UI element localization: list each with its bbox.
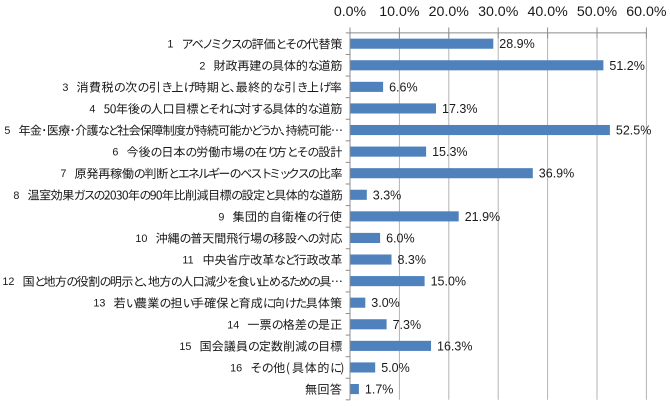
svg-text:17.3%: 17.3% — [442, 102, 477, 116]
svg-text:3.0%: 3.0% — [371, 296, 400, 310]
svg-text:7.3%: 7.3% — [393, 318, 422, 332]
svg-text:9: 9 — [218, 211, 224, 223]
svg-text:16.3%: 16.3% — [437, 339, 472, 353]
svg-text:50.0%: 50.0% — [577, 4, 618, 20]
svg-text:11: 11 — [182, 255, 193, 267]
svg-text:15.3%: 15.3% — [432, 145, 467, 159]
svg-text:13: 13 — [93, 298, 105, 310]
svg-text:10.0%: 10.0% — [379, 4, 420, 20]
svg-text:4: 4 — [89, 103, 95, 115]
svg-text:0.0%: 0.0% — [334, 4, 367, 20]
svg-text:5: 5 — [4, 125, 10, 137]
svg-text:3: 3 — [62, 82, 68, 94]
svg-text:12: 12 — [2, 276, 14, 288]
svg-text:14: 14 — [227, 319, 239, 331]
svg-text:2: 2 — [199, 60, 205, 72]
svg-text:8: 8 — [13, 190, 19, 202]
svg-text:10: 10 — [135, 233, 147, 245]
svg-text:21.9%: 21.9% — [465, 210, 500, 224]
svg-text:60.0%: 60.0% — [626, 4, 667, 20]
svg-text:6.6%: 6.6% — [389, 80, 418, 94]
svg-text:6: 6 — [112, 147, 118, 159]
svg-text:36.9%: 36.9% — [539, 167, 574, 181]
svg-text:8.3%: 8.3% — [398, 253, 427, 267]
svg-text:28.9%: 28.9% — [499, 37, 534, 51]
svg-text:51.2%: 51.2% — [609, 59, 644, 73]
svg-text:5.0%: 5.0% — [381, 361, 410, 375]
svg-text:7: 7 — [60, 168, 66, 180]
svg-text:1.7%: 1.7% — [365, 383, 394, 397]
svg-text:6.0%: 6.0% — [386, 231, 415, 245]
svg-text:40.0%: 40.0% — [527, 4, 568, 20]
svg-text:1: 1 — [167, 39, 173, 51]
svg-text:3.3%: 3.3% — [373, 188, 402, 202]
svg-text:15: 15 — [179, 341, 191, 353]
svg-text:30.0%: 30.0% — [478, 4, 519, 20]
svg-text:20.0%: 20.0% — [429, 4, 470, 20]
svg-text:16: 16 — [230, 362, 242, 374]
svg-text:15.0%: 15.0% — [431, 275, 466, 289]
svg-text:52.5%: 52.5% — [616, 124, 651, 138]
